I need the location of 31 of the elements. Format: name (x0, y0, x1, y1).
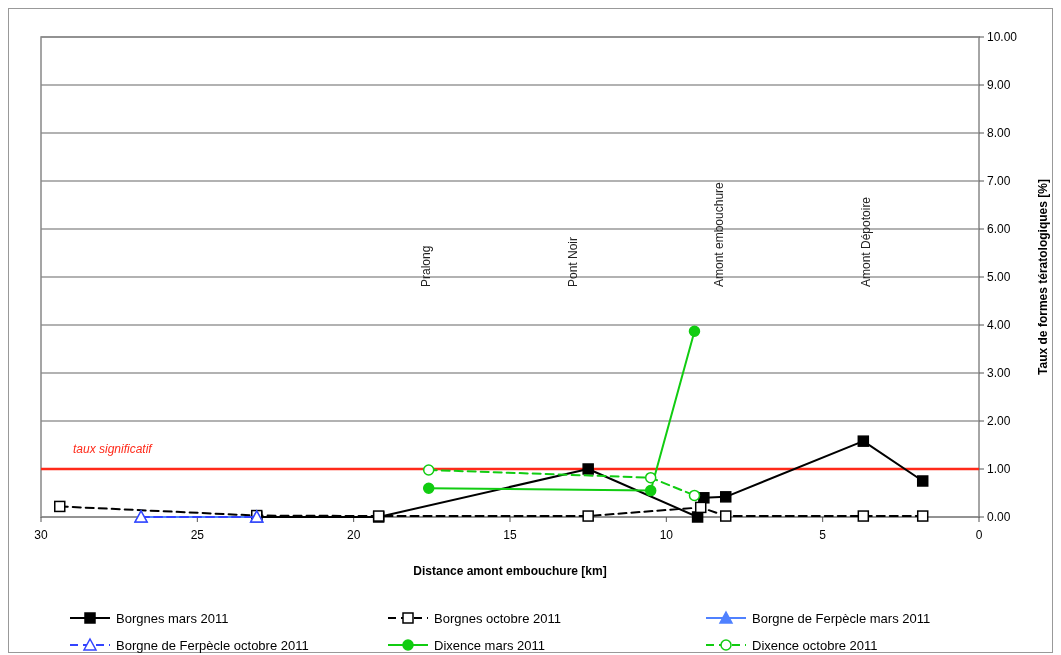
x-tick-label: 5 (819, 528, 827, 542)
x-tick-label: 25 (190, 528, 205, 542)
legend-label: Dixence octobre 2011 (752, 638, 878, 653)
y-tick-label: 1.00 (987, 462, 1011, 476)
y-tick-label: 6.00 (987, 222, 1011, 236)
x-tick-label: 30 (34, 528, 48, 542)
annotation: Pralong (418, 245, 433, 287)
y-tick-label: 5.00 (987, 270, 1011, 284)
y-tick-label: 8.00 (987, 126, 1011, 140)
x-axis-title: Distance amont embouchure [km] (413, 564, 607, 578)
annotation: Pont Noir (565, 236, 580, 287)
legend-label: Borgnes mars 2011 (116, 611, 229, 626)
x-tick-label: 20 (346, 528, 361, 542)
y-tick-label: 9.00 (987, 78, 1011, 92)
annotation: Amont embouchure (712, 181, 727, 287)
annotation: Amont Dépotoire (859, 196, 874, 287)
x-tick-label: 0 (975, 528, 983, 542)
x-tick-label: 15 (503, 528, 517, 542)
legend-label: Borgne de Ferpècle octobre 2011 (116, 638, 309, 653)
y-tick-label: 10.00 (987, 30, 1018, 44)
y-tick-label: 2.00 (987, 414, 1011, 428)
legend-label: Dixence mars 2011 (434, 638, 546, 653)
y-tick-label: 3.00 (987, 366, 1011, 380)
legend-label: Borgne de Ferpècle mars 2011 (752, 611, 931, 626)
ref-line-label: taux significatif (73, 442, 154, 456)
y-tick-label: 0.00 (987, 510, 1011, 524)
y-axis-title: Taux de formes tératologiques [%] (1036, 179, 1050, 375)
legend-label: Borgnes octobre 2011 (434, 611, 561, 626)
y-tick-label: 7.00 (987, 174, 1011, 188)
y-tick-label: 4.00 (987, 318, 1011, 332)
x-tick-label: 10 (659, 528, 674, 542)
